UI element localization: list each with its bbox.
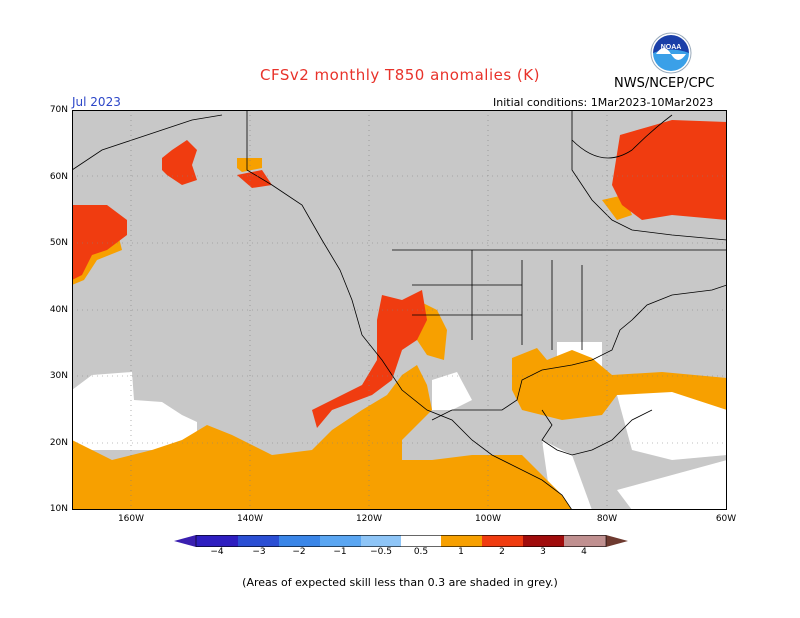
lon-label: 120W	[355, 514, 383, 524]
hot-anomaly-bering-sea	[72, 205, 127, 280]
colorbar-label: −0.5	[370, 547, 392, 557]
colorbar-segment	[320, 535, 361, 547]
warm-anomaly-alaska-coast	[237, 158, 262, 172]
colorbar-segment	[361, 535, 401, 547]
colorbar-max-arrow	[606, 535, 628, 547]
map-frame	[72, 110, 727, 510]
anomaly-map	[72, 110, 727, 510]
chart-title: CFSv2 monthly T850 anomalies (K)	[260, 66, 540, 84]
graticule	[72, 110, 727, 510]
lat-label: 70N	[49, 105, 68, 115]
colorbar-label: 4	[581, 547, 587, 557]
lon-label: 60W	[715, 514, 737, 524]
agency-label: NWS/NCEP/CPC	[614, 76, 715, 91]
colorbar-label: 3	[540, 547, 546, 557]
hot-anomaly-western-alaska	[162, 140, 197, 185]
svg-text:NOAA: NOAA	[661, 44, 682, 51]
colorbar-segment	[196, 535, 238, 547]
neutral-region-atlantic	[617, 390, 727, 460]
colorbar	[174, 535, 628, 547]
lon-label: 140W	[236, 514, 264, 524]
hot-anomaly-hudson-east	[612, 120, 727, 220]
neutral-region-pacific	[72, 372, 197, 450]
colorbar-segment	[523, 535, 564, 547]
colorbar-label: 1	[458, 547, 464, 557]
colorbar-segment	[401, 535, 441, 547]
lat-label: 60N	[49, 172, 68, 182]
forecast-month: Jul 2023	[72, 95, 121, 109]
colorbar-label: −2	[292, 547, 306, 557]
colorbar-min-arrow	[174, 535, 196, 547]
hot-anomaly-yukon	[237, 170, 272, 188]
noaa-logo: NOAA	[650, 32, 692, 74]
neutral-region-east-pacific	[432, 372, 472, 410]
colorbar-label: 2	[499, 547, 505, 557]
lon-label: 100W	[474, 514, 502, 524]
coastlines	[72, 110, 727, 510]
colorbar-segment	[564, 535, 606, 547]
colorbar-segment	[482, 535, 523, 547]
colorbar-label: −3	[252, 547, 266, 557]
lat-label: 30N	[49, 371, 68, 381]
initial-conditions: Initial conditions: 1Mar2023-10Mar2023	[493, 96, 714, 109]
warm-anomaly-tropical-pacific	[72, 365, 572, 510]
colorbar-segment	[441, 535, 482, 547]
lat-label: 40N	[49, 305, 68, 315]
colorbar-label: −1	[333, 547, 347, 557]
colorbar-segment	[279, 535, 320, 547]
colorbar-segment	[238, 535, 279, 547]
lon-label: 80W	[596, 514, 618, 524]
colorbar-label: 0.5	[413, 547, 429, 557]
colorbar-label: −4	[210, 547, 224, 557]
hot-anomaly-california	[312, 290, 427, 428]
lat-label: 50N	[49, 238, 68, 248]
lat-label: 20N	[49, 438, 68, 448]
skill-footnote: (Areas of expected skill less than 0.3 a…	[242, 576, 558, 589]
lat-label: 10N	[49, 504, 68, 514]
neutral-region-south-atlantic	[617, 460, 727, 510]
lon-label: 160W	[117, 514, 145, 524]
